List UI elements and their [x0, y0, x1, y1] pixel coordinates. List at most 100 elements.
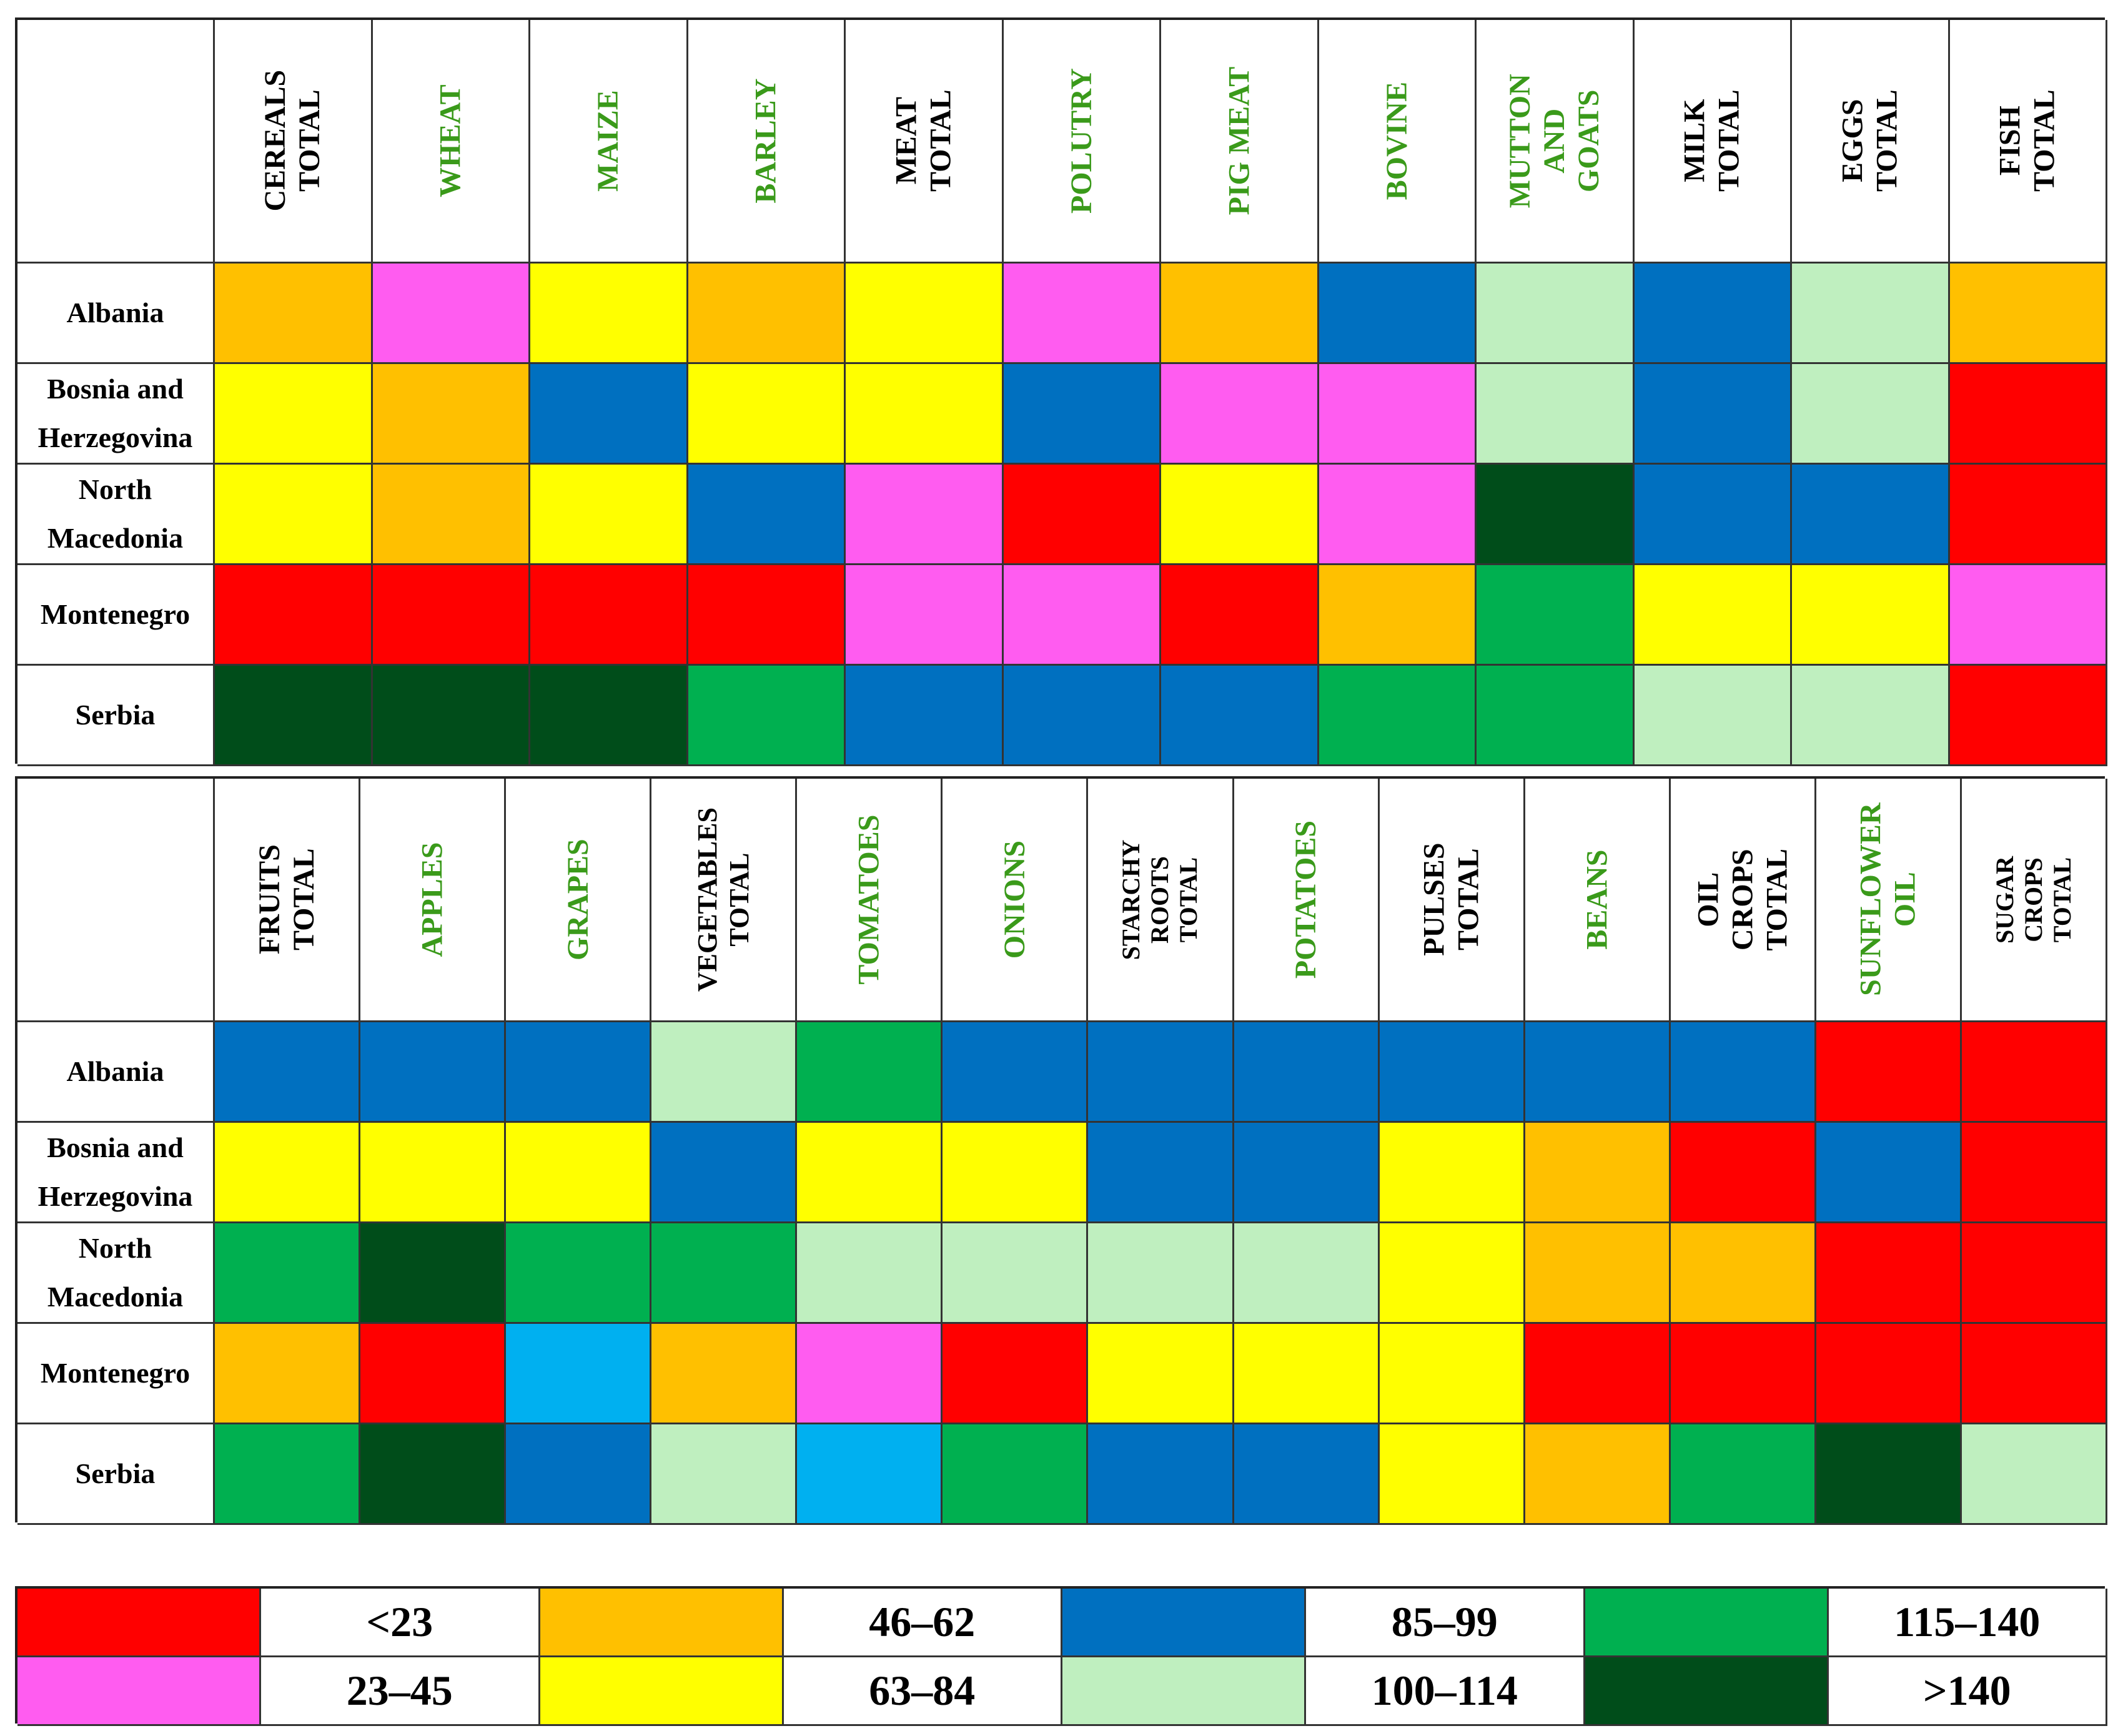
column-header: SUNFLOWER OIL	[1816, 779, 1962, 1022]
corner-cell	[17, 20, 215, 264]
column-header: CEREALS TOTAL	[215, 20, 373, 264]
heatmap-cell	[1003, 666, 1161, 766]
heatmap-table-bottom: FRUITS TOTAL APPLES GRAPES VEGETABLES TOTAL…	[15, 776, 2107, 1525]
legend-label: <23	[261, 1589, 540, 1657]
heatmap-cell	[215, 1424, 361, 1525]
heatmap-cell	[1634, 465, 1792, 565]
heatmap-cell	[1792, 465, 1950, 565]
heatmap-cell	[215, 565, 373, 666]
heatmap-cell	[1670, 1424, 1816, 1525]
heatmap-cell	[797, 1324, 943, 1424]
heatmap-cell	[215, 666, 373, 766]
heatmap-cell	[943, 1123, 1089, 1223]
column-header: MUTTON AND GOATS	[1477, 20, 1635, 264]
heatmap-cell	[651, 1424, 798, 1525]
column-header-label: BOVINE	[1380, 81, 1413, 200]
heatmap-cell	[846, 264, 1004, 364]
heatmap-cell	[846, 565, 1004, 666]
heatmap-cell	[943, 1022, 1089, 1123]
heatmap-cell	[1634, 565, 1792, 666]
row-label: Montenegro	[17, 1324, 215, 1424]
column-header-label: WHEAT	[433, 84, 467, 197]
column-header-label: MAIZE	[591, 90, 625, 192]
heatmap-cell	[530, 465, 688, 565]
row-label: North Macedonia	[17, 1223, 215, 1324]
row-label: Bosnia and Herzegovina	[17, 364, 215, 465]
legend-swatch	[1062, 1657, 1306, 1726]
column-header-label: EGGS TOTAL	[1836, 89, 1904, 192]
column-header: APPLES	[360, 779, 507, 1022]
column-header: FRUITS TOTAL	[215, 779, 361, 1022]
heatmap-cell	[1961, 1223, 2107, 1324]
column-header: SUGAR CROPS TOTAL	[1961, 779, 2107, 1022]
heatmap-cell	[1792, 264, 1950, 364]
column-header: POLUTRY	[1003, 20, 1161, 264]
legend: <23 23–45 46–62 63–84 85–99 100–114 115–140 >14…	[15, 1586, 2107, 1726]
heatmap-cell	[651, 1022, 798, 1123]
heatmap-cell	[215, 1123, 361, 1223]
legend-swatch	[540, 1589, 784, 1657]
legend-label: 85–99	[1306, 1589, 1585, 1657]
heatmap-table-top: CEREALS TOTAL WHEAT MAIZE BARLEY MEAT TOTAL P…	[15, 17, 2107, 766]
corner-cell	[17, 779, 215, 1022]
column-header-label: BEANS	[1580, 849, 1614, 950]
heatmap-cell	[943, 1424, 1089, 1525]
column-header-label: PULSES TOTAL	[1417, 842, 1485, 957]
row-label: North Macedonia	[17, 465, 215, 565]
heatmap-cell	[1234, 1123, 1380, 1223]
heatmap-cell	[797, 1123, 943, 1223]
column-header: BARLEY	[688, 20, 846, 264]
heatmap-cell	[1670, 1223, 1816, 1324]
column-header-label: MILK TOTAL	[1678, 89, 1746, 192]
heatmap-cell	[1816, 1324, 1962, 1424]
heatmap-cell	[372, 264, 530, 364]
heatmap-cell	[1477, 465, 1635, 565]
heatmap-cell	[530, 565, 688, 666]
heatmap-cell	[1961, 1424, 2107, 1525]
row-label: Serbia	[17, 666, 215, 766]
column-header-label: APPLES	[415, 842, 449, 957]
heatmap-cell	[215, 465, 373, 565]
heatmap-cell	[1234, 1223, 1380, 1324]
heatmap-cell	[1634, 364, 1792, 465]
column-header: ONIONS	[943, 779, 1089, 1022]
heatmap-cell	[1319, 264, 1477, 364]
heatmap-cell	[360, 1223, 507, 1324]
legend-label: 23–45	[261, 1657, 540, 1726]
heatmap-cell	[1961, 1324, 2107, 1424]
heatmap-cell	[1088, 1324, 1234, 1424]
heatmap-cell	[215, 1223, 361, 1324]
legend-label: 63–84	[783, 1657, 1062, 1726]
column-header-label: MEAT TOTAL	[889, 89, 958, 192]
row-label: Albania	[17, 1022, 215, 1123]
heatmap-cell	[1525, 1022, 1671, 1123]
column-header-label: SUGAR CROPS TOTAL	[1990, 856, 2076, 944]
column-header-label: SUNFLOWER OIL	[1854, 802, 1922, 997]
heatmap-cell	[506, 1223, 652, 1324]
heatmap-cell	[797, 1022, 943, 1123]
heatmap-cell	[1477, 666, 1635, 766]
column-header: MILK TOTAL	[1634, 20, 1792, 264]
heatmap-cell	[943, 1324, 1089, 1424]
heatmap-cell	[1003, 264, 1161, 364]
heatmap-cell	[651, 1123, 798, 1223]
column-header-label: PIG MEAT	[1222, 66, 1256, 215]
heatmap-cell	[506, 1022, 652, 1123]
heatmap-cell	[506, 1424, 652, 1525]
legend-swatch	[1062, 1589, 1306, 1657]
column-header: BEANS	[1525, 779, 1671, 1022]
column-header: MEAT TOTAL	[846, 20, 1004, 264]
column-header: STARCHY ROOTS TOTAL	[1088, 779, 1234, 1022]
row-label: Montenegro	[17, 565, 215, 666]
heatmap-cell	[688, 565, 846, 666]
heatmap-cell	[1525, 1223, 1671, 1324]
heatmap-cell	[372, 666, 530, 766]
heatmap-cell	[1816, 1123, 1962, 1223]
column-header-label: CEREALS TOTAL	[259, 70, 327, 212]
heatmap-cell	[1003, 364, 1161, 465]
heatmap-cell	[530, 364, 688, 465]
heatmap-cell	[1379, 1223, 1525, 1324]
heatmap-cell	[1634, 264, 1792, 364]
heatmap-cell	[1816, 1424, 1962, 1525]
heatmap-cell	[1949, 465, 2107, 565]
